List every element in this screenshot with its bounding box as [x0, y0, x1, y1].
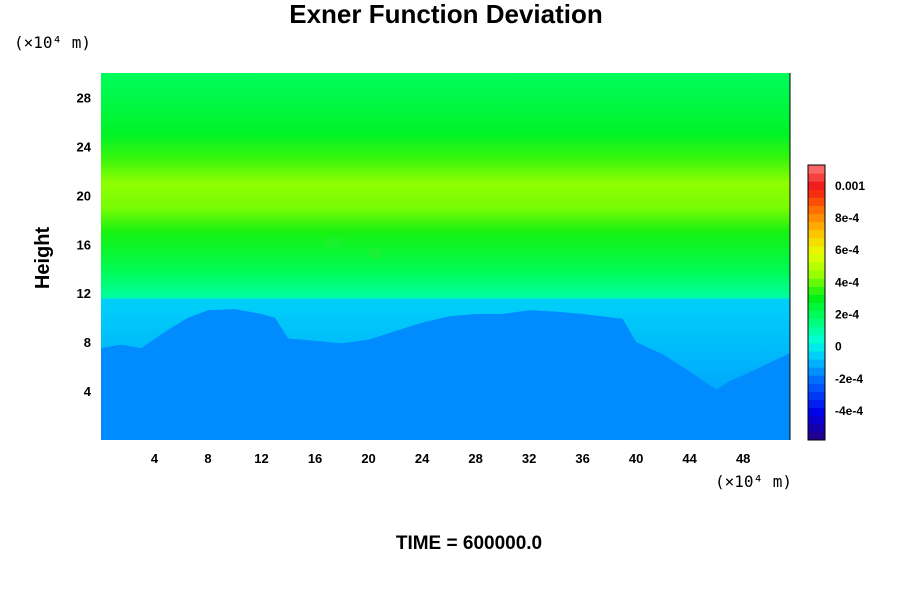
colorbar-band [808, 205, 825, 215]
colorbar-band [808, 229, 825, 239]
x-tick-label: 12 [254, 451, 268, 466]
plot-area [101, 73, 791, 440]
colorbar-tick-label: 2e-4 [835, 308, 859, 322]
x-axis-ticks: 4 8 12 16 20 24 28 32 36 40 44 48 [151, 451, 751, 466]
colorbar-band [808, 173, 825, 182]
colorbar-band [808, 253, 825, 263]
x-tick-label: 20 [361, 451, 375, 466]
colorbar-band [808, 181, 825, 190]
colorbar-band [808, 342, 825, 352]
y-tick-label: 16 [77, 237, 91, 252]
colorbar-tick-label: -4e-4 [835, 404, 863, 418]
colorbar-tick-label: 6e-4 [835, 243, 859, 257]
colorbar-band [808, 165, 825, 174]
colorbar: 0.001 8e-4 6e-4 4e-4 2e-4 0 -2e-4 -4e-4 [807, 164, 865, 441]
colorbar-band [808, 189, 825, 198]
colorbar-cells [808, 165, 825, 441]
x-tick-label: 24 [415, 451, 430, 466]
colorbar-band [808, 245, 825, 255]
colorbar-band [808, 302, 825, 312]
colorbar-band [808, 221, 825, 231]
colorbar-band [808, 197, 825, 206]
x-axis-units: (×10⁴ m) [715, 472, 792, 491]
colorbar-band [808, 415, 825, 425]
field-anomaly [324, 237, 342, 249]
colorbar-tick-label: 4e-4 [835, 275, 859, 289]
colorbar-border [807, 164, 826, 441]
x-tick-label: 16 [308, 451, 322, 466]
y-tick-label: 24 [77, 139, 92, 154]
y-axis-label: Height [32, 227, 54, 290]
colorbar-tick-label: 0 [835, 340, 842, 354]
x-tick-label: 4 [151, 451, 159, 466]
colorbar-band [808, 375, 825, 384]
colorbar-band [808, 310, 825, 320]
colorbar-band [808, 334, 825, 344]
y-axis-units: (×10⁴ m) [14, 33, 91, 52]
colorbar-band [808, 383, 825, 392]
y-tick-label: 28 [77, 90, 91, 105]
colorbar-band [808, 351, 825, 360]
y-tick-label: 4 [84, 384, 92, 399]
colorbar-band [808, 367, 825, 376]
colorbar-band [808, 399, 825, 409]
colorbar-band [808, 391, 825, 401]
colorbar-band [808, 294, 825, 303]
colorbar-band [808, 213, 825, 223]
colorbar-band [808, 407, 825, 417]
y-tick-label: 8 [84, 335, 91, 350]
x-tick-label: 44 [682, 451, 697, 466]
x-tick-label: 32 [522, 451, 536, 466]
colorbar-band [808, 286, 825, 295]
y-tick-label: 20 [77, 188, 91, 203]
time-label: TIME = 600000.0 [396, 533, 542, 554]
lower-field-region [101, 309, 790, 440]
x-tick-label: 36 [575, 451, 589, 466]
colorbar-band [808, 359, 825, 368]
x-tick-label: 40 [629, 451, 643, 466]
field-anomaly [367, 247, 383, 259]
x-tick-label: 28 [468, 451, 482, 466]
colorbar-band [808, 318, 825, 328]
colorbar-band [808, 270, 825, 279]
colorbar-band [808, 423, 825, 433]
colorbar-tick-label: 8e-4 [835, 211, 859, 225]
y-axis-ticks: 4 8 12 16 20 24 28 [77, 90, 92, 399]
chart-title: Exner Function Deviation [289, 0, 603, 29]
x-tick-label: 48 [736, 451, 750, 466]
x-tick-label: 8 [204, 451, 211, 466]
colorbar-tick-label: -2e-4 [835, 372, 863, 386]
colorbar-ticks: 0.001 8e-4 6e-4 4e-4 2e-4 0 -2e-4 -4e-4 [835, 179, 865, 418]
colorbar-band [808, 237, 825, 247]
colorbar-band [808, 278, 825, 287]
colorbar-band [808, 262, 825, 271]
colorbar-band [808, 431, 825, 441]
y-tick-label: 12 [77, 286, 91, 301]
colorbar-tick-label: 0.001 [835, 179, 865, 193]
colorbar-band [808, 326, 825, 336]
